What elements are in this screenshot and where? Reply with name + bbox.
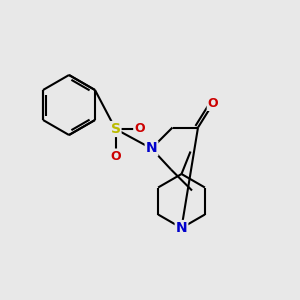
Text: O: O bbox=[134, 122, 145, 136]
Text: O: O bbox=[208, 97, 218, 110]
Text: S: S bbox=[110, 122, 121, 136]
Text: O: O bbox=[110, 149, 121, 163]
Text: N: N bbox=[146, 142, 157, 155]
Text: N: N bbox=[176, 221, 187, 235]
